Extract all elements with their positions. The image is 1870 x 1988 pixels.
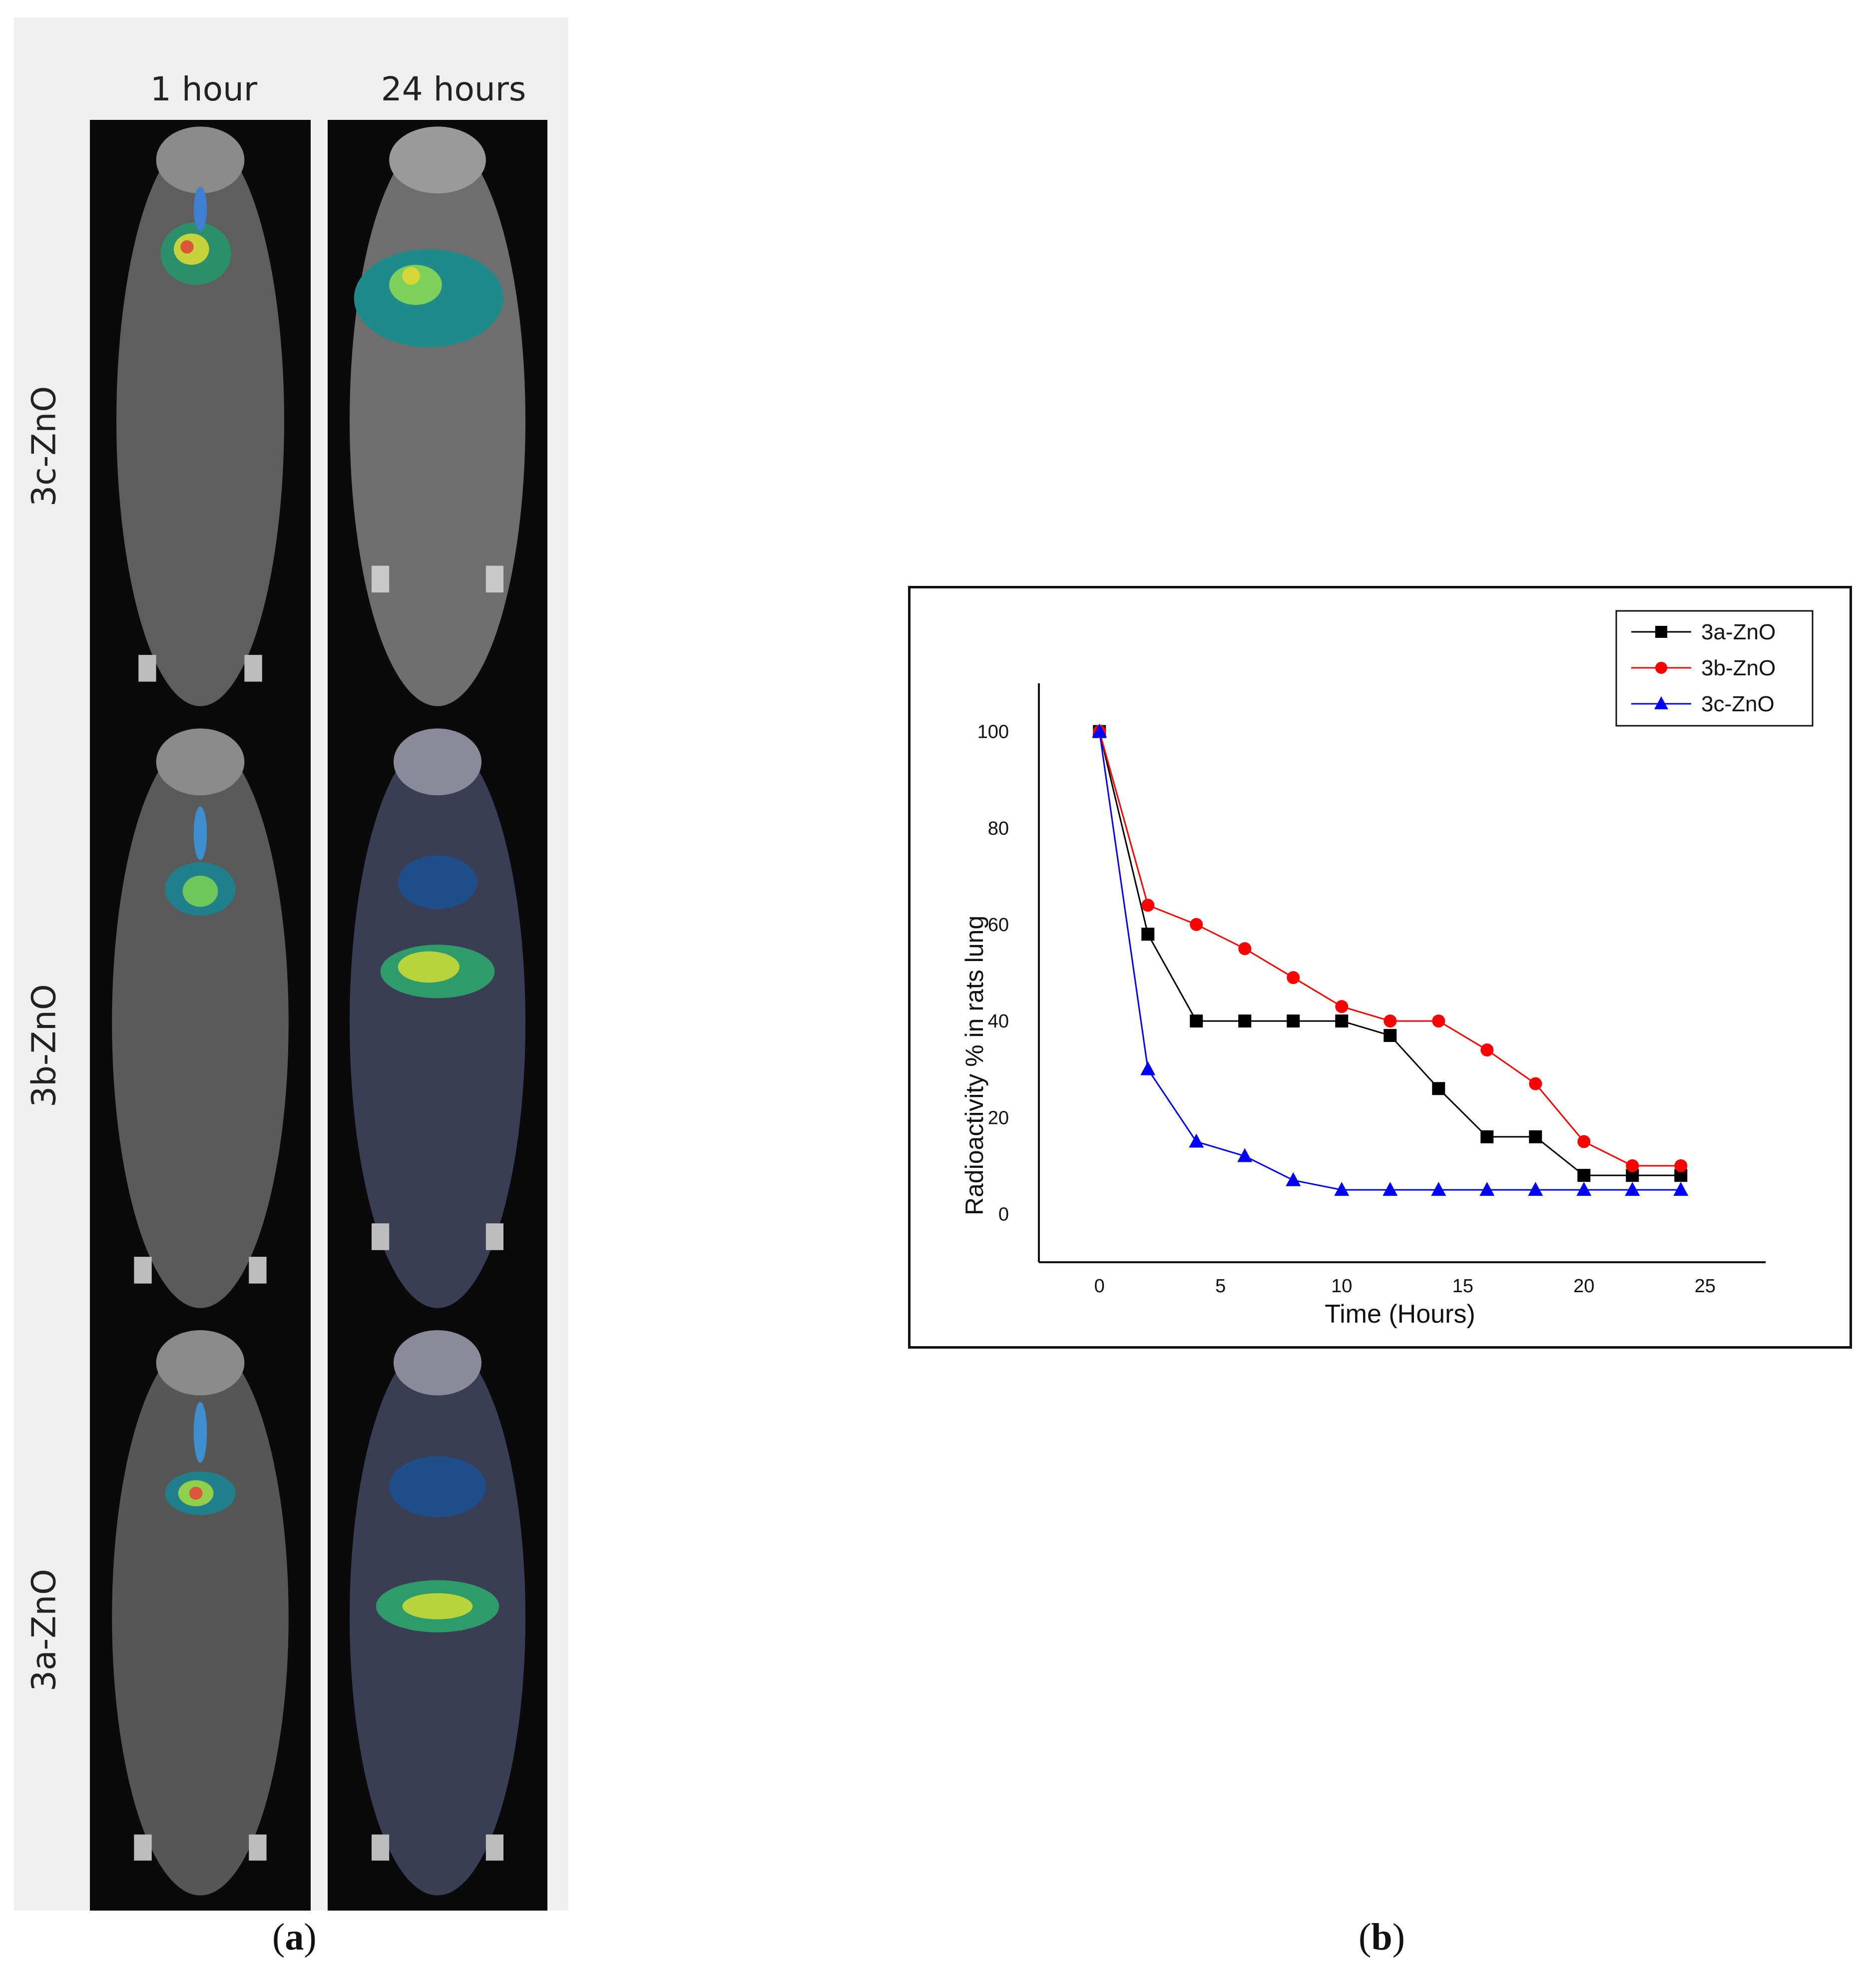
x-tick-label: 15 (1452, 1276, 1473, 1297)
scan-3a-24h (328, 1324, 547, 1911)
scan-3b-24h (328, 722, 547, 1324)
data-point-3a-ZnO (1141, 928, 1155, 941)
data-point-3a-ZnO (1577, 1169, 1591, 1182)
scan-panel: 1 hour 24 hours 3c-ZnO 3b-ZnO 3a-ZnO (14, 17, 568, 1911)
data-point-3c-ZnO (1189, 1133, 1204, 1148)
row-label-3a: 3a-ZnO (24, 1568, 63, 1692)
data-point-3c-ZnO (1237, 1148, 1253, 1162)
y-tick-label: 0 (998, 1204, 1009, 1225)
row-label-3c: 3c-ZnO (24, 386, 63, 507)
y-tick-label: 40 (988, 1011, 1009, 1032)
y-tick-label: 100 (977, 722, 1009, 743)
data-point-3b-ZnO (1141, 899, 1155, 912)
data-point-3a-ZnO (1384, 1029, 1397, 1042)
data-point-3c-ZnO (1625, 1182, 1640, 1196)
data-point-3b-ZnO (1287, 971, 1300, 985)
legend-label: 3b-ZnO (1701, 656, 1776, 680)
scan-3a-1h (90, 1324, 311, 1911)
data-point-3a-ZnO (1190, 1014, 1203, 1028)
data-point-3c-ZnO (1528, 1182, 1543, 1196)
data-point-3c-ZnO (1431, 1182, 1446, 1196)
data-point-3b-ZnO (1335, 1000, 1349, 1013)
data-point-3c-ZnO (1334, 1182, 1350, 1196)
y-axis-label: Radioactivity % in rats lung (960, 916, 988, 1215)
panel-label-a: (a) (272, 1916, 317, 1958)
radioactivity-chart: 0 5 10 15 20 25 0 20 40 60 80 100 3a-ZnO 3b-ZnO 3c-Zn… (960, 610, 1814, 1329)
data-point-3b-ZnO (1190, 918, 1203, 931)
x-tick-label: 0 (1094, 1276, 1105, 1297)
series-line-3c-ZnO (1098, 731, 1681, 1191)
series-line-3a-ZnO (1098, 731, 1681, 1176)
data-point-3a-ZnO (1529, 1130, 1542, 1143)
scan-3c-24h (328, 120, 547, 722)
data-point-3c-ZnO (1383, 1182, 1398, 1196)
data-point-3c-ZnO (1673, 1182, 1689, 1196)
legend-marker (1655, 662, 1667, 674)
scan-3c-1h (90, 120, 311, 722)
data-point-3c-ZnO (1286, 1172, 1301, 1186)
x-tick-label: 25 (1695, 1276, 1716, 1297)
data-point-3c-ZnO (1479, 1182, 1495, 1196)
data-point-3a-ZnO (1432, 1082, 1445, 1095)
series-line-3b-ZnO (1098, 731, 1681, 1167)
data-point-3b-ZnO (1674, 1159, 1688, 1172)
row-label-3b: 3b-ZnO (24, 984, 63, 1107)
x-tick-label: 5 (1215, 1276, 1226, 1297)
legend-label: 3a-ZnO (1701, 620, 1776, 644)
column-header-24h: 24 hours (381, 70, 526, 108)
data-point-3b-ZnO (1384, 1014, 1397, 1028)
data-point-3b-ZnO (1577, 1135, 1591, 1148)
chart-frame: 0 5 10 15 20 25 0 20 40 60 80 100 3a-ZnO 3b-ZnO 3c-Zn… (908, 586, 1852, 1349)
data-point-3b-ZnO (1529, 1077, 1542, 1090)
data-point-3b-ZnO (1432, 1014, 1445, 1028)
y-tick-label: 80 (988, 818, 1009, 839)
y-tick-label: 20 (988, 1107, 1009, 1128)
legend-label: 3c-ZnO (1701, 692, 1775, 716)
x-axis-label: Time (Hours) (1325, 1300, 1475, 1329)
data-point-3b-ZnO (1626, 1159, 1639, 1172)
data-point-3b-ZnO (1480, 1043, 1494, 1057)
x-tick-label: 20 (1573, 1276, 1594, 1297)
panel-label-b: (b) (1359, 1916, 1405, 1958)
data-point-3c-ZnO (1140, 1061, 1156, 1075)
data-point-3c-ZnO (1092, 723, 1107, 738)
legend-marker (1655, 626, 1667, 638)
data-point-3a-ZnO (1287, 1014, 1300, 1028)
data-point-3a-ZnO (1480, 1130, 1494, 1143)
data-point-3b-ZnO (1238, 942, 1252, 956)
scan-3b-1h (90, 722, 311, 1324)
column-header-1h: 1 hour (150, 70, 258, 108)
data-point-3c-ZnO (1576, 1182, 1592, 1196)
legend-marker (1654, 696, 1668, 709)
x-tick-label: 10 (1331, 1276, 1352, 1297)
data-point-3a-ZnO (1335, 1014, 1349, 1028)
y-tick-label: 60 (988, 915, 1009, 936)
data-point-3a-ZnO (1238, 1014, 1252, 1028)
